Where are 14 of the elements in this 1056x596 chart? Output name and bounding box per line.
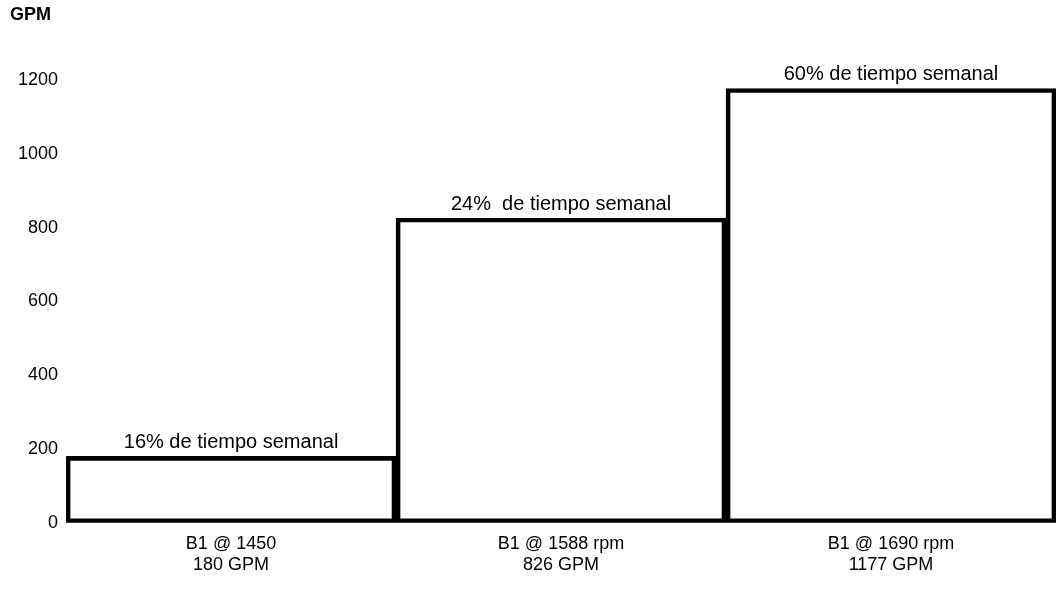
y-tick-label: 1000 [18,142,59,163]
annotation: 16% de tiempo semanal [123,429,339,452]
y-tick-label: 1200 [18,68,59,89]
annotation: 24% de tiempo semanal [450,191,672,214]
x-tick-label: B1 @ 1588 rpm 826 GPM [497,532,625,575]
y-tick-label: 0 [48,511,59,532]
x-tick-label: B1 @ 1450 180 GPM [185,532,277,575]
annotation: 60% de tiempo semanal [783,62,999,84]
y-tick-label: 200 [28,437,59,458]
y-tick-label: 800 [28,216,59,237]
y-axis-title: GPM [10,3,52,24]
x-tick-label: B1 @ 1690 rpm 1177 GPM [827,532,955,575]
y-tick-label: 600 [28,290,59,311]
y-tick-label: 400 [28,364,59,385]
